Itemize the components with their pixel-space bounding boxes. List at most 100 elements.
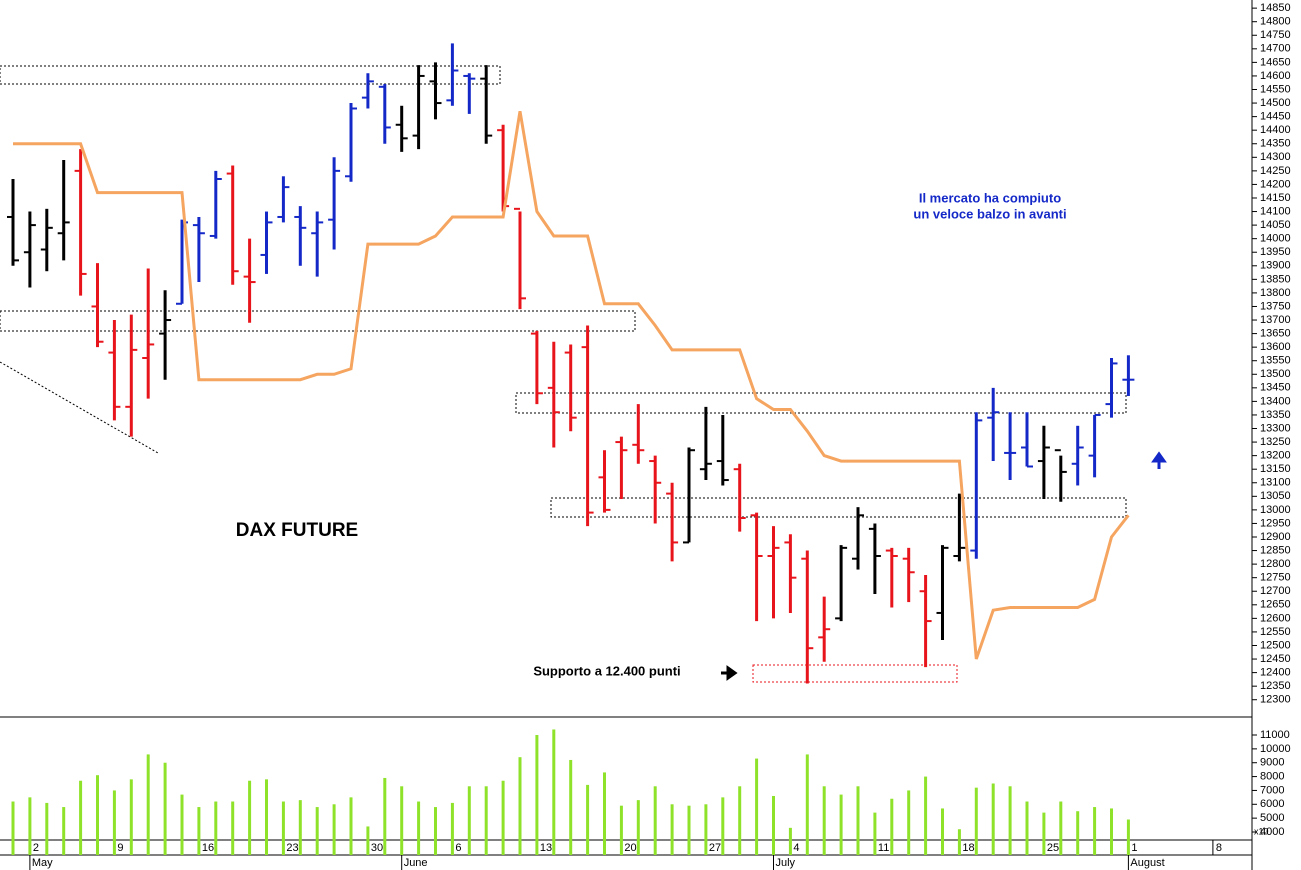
volume-bar: [1008, 786, 1012, 855]
volume-bar: [146, 754, 150, 855]
volume-bar: [552, 729, 556, 855]
month-label: June: [404, 857, 428, 869]
volume-bar: [805, 754, 809, 855]
y-tick-label: 14350: [1260, 138, 1291, 150]
y-tick-label: 14450: [1260, 111, 1291, 123]
volume-bar: [79, 780, 83, 855]
volume-bar: [366, 826, 370, 855]
chart-title: DAX FUTURE: [236, 520, 358, 541]
volume-bar: [772, 795, 775, 855]
y-tick-label: 14750: [1260, 29, 1291, 41]
y-tick-label: 13450: [1260, 382, 1291, 394]
y-tick-label: 13700: [1260, 314, 1291, 326]
y-tick-label: 14250: [1260, 165, 1291, 177]
y-tick-label: 14850: [1260, 2, 1291, 14]
arrow-up: [1151, 451, 1167, 469]
volume-bar: [349, 797, 353, 855]
y-tick-label: 13550: [1260, 355, 1291, 367]
volume-bar: [1126, 819, 1130, 855]
axis-note: x10: [1254, 826, 1269, 836]
volume-bar: [467, 786, 471, 855]
y-tick-label: 13150: [1260, 463, 1291, 475]
annotation: un veloce balzo in avanti: [913, 206, 1066, 221]
volume-bar: [907, 790, 911, 855]
volume-bar: [822, 786, 826, 855]
volume-bar: [383, 777, 387, 855]
y-tick-label: 4000: [1260, 826, 1284, 838]
volume-bar: [856, 786, 860, 855]
y-tick-label: 7000: [1260, 784, 1284, 796]
x-tick-label: 20: [624, 842, 636, 854]
y-tick-label: 10000: [1260, 743, 1291, 755]
volume-bar: [281, 801, 285, 855]
x-tick-label: 27: [709, 842, 721, 854]
x-tick-label: 23: [286, 842, 298, 854]
volume-bar: [332, 804, 336, 855]
x-tick-label: 6: [455, 842, 461, 854]
y-tick-label: 14400: [1260, 124, 1291, 136]
y-tick-label: 12600: [1260, 612, 1291, 624]
y-tick-label: 13650: [1260, 327, 1291, 339]
volume-bar: [957, 829, 961, 855]
volume-bar: [873, 812, 877, 855]
volume-bar: [518, 757, 522, 855]
overlay-line: [13, 110, 1130, 660]
volume-bar: [991, 783, 995, 855]
y-tick-label: 13050: [1260, 490, 1291, 502]
volume-bar: [603, 772, 606, 855]
y-tick-label: 13100: [1260, 477, 1291, 489]
x-tick-label: 11: [878, 842, 889, 854]
y-tick-label: 13300: [1260, 422, 1291, 434]
y-tick-label: 12950: [1260, 517, 1291, 529]
volume-bar: [1025, 801, 1029, 855]
y-tick-label: 14150: [1260, 192, 1291, 204]
y-tick-label: 14700: [1260, 43, 1291, 55]
y-tick-label: 13250: [1260, 436, 1291, 448]
annotation: Supporto a 12.400 punti: [533, 663, 680, 678]
volume-bar: [163, 762, 167, 855]
volume-bar: [11, 801, 15, 855]
x-tick-label: 13: [540, 842, 552, 854]
month-label: August: [1130, 857, 1164, 869]
volume-bar: [231, 801, 235, 855]
volume-bar: [755, 758, 759, 855]
volume-bar: [45, 802, 49, 855]
y-tick-label: 6000: [1260, 798, 1284, 810]
volume-bar: [28, 797, 32, 855]
y-tick-label: 12850: [1260, 544, 1291, 556]
volume-bar: [214, 801, 218, 855]
support-zone: [752, 664, 958, 683]
volume-bar: [670, 804, 674, 855]
volume-bar: [417, 801, 421, 855]
y-tick-label: 13350: [1260, 409, 1291, 421]
x-tick-label: 4: [793, 842, 799, 854]
volume-bar: [788, 827, 792, 855]
y-tick-label: 12750: [1260, 572, 1291, 584]
volume-bar: [1042, 812, 1046, 855]
x-tick-label: 2: [33, 842, 39, 854]
volume-bar: [434, 807, 437, 855]
y-tick-label: 12900: [1260, 531, 1291, 543]
y-tick-label: 11000: [1260, 729, 1290, 741]
volume-bar: [721, 797, 725, 855]
y-tick-label: 12350: [1260, 680, 1291, 692]
volume-bar: [315, 807, 319, 855]
y-tick-label: 13000: [1260, 504, 1291, 516]
x-tick-label: 9: [117, 842, 123, 854]
zone: [0, 65, 501, 85]
x-tick-label: 18: [962, 842, 974, 854]
x-tick-label: 30: [371, 842, 383, 854]
volume-bar: [687, 805, 691, 855]
y-tick-label: 5000: [1260, 812, 1284, 824]
x-tick-label: 1: [1131, 842, 1137, 854]
month-label: July: [776, 857, 796, 869]
y-tick-label: 12800: [1260, 558, 1291, 570]
volume-bar: [180, 794, 184, 855]
volume-bar: [924, 776, 928, 855]
y-tick-label: 14550: [1260, 83, 1291, 95]
y-tick-label: 9000: [1260, 757, 1284, 769]
y-tick-label: 14800: [1260, 16, 1291, 28]
volume-bar: [1076, 811, 1080, 855]
